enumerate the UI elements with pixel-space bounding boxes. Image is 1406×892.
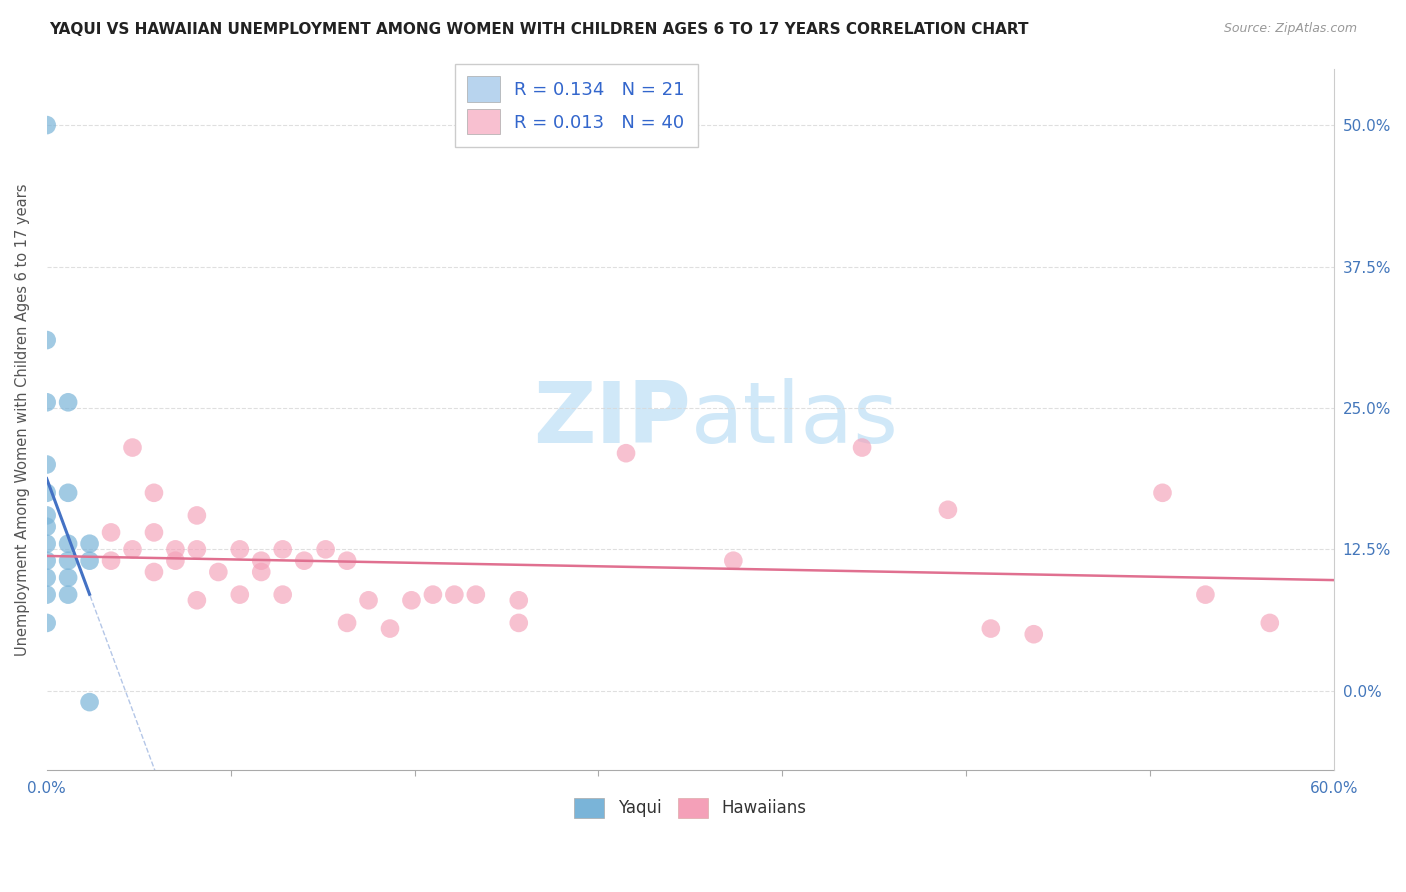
Point	[1152, 485, 1174, 500]
Point	[56, 554, 79, 568]
Point	[165, 542, 187, 557]
Point	[143, 485, 166, 500]
Point	[186, 508, 208, 523]
Point	[229, 542, 252, 557]
Point	[851, 441, 873, 455]
Point	[250, 565, 273, 579]
Text: ZIP: ZIP	[533, 377, 690, 461]
Point	[100, 525, 122, 540]
Point	[56, 537, 79, 551]
Text: YAQUI VS HAWAIIAN UNEMPLOYMENT AMONG WOMEN WITH CHILDREN AGES 6 TO 17 YEARS CORR: YAQUI VS HAWAIIAN UNEMPLOYMENT AMONG WOM…	[49, 22, 1029, 37]
Text: Source: ZipAtlas.com: Source: ZipAtlas.com	[1223, 22, 1357, 36]
Point	[723, 554, 745, 568]
Text: atlas: atlas	[690, 377, 898, 461]
Point	[336, 554, 359, 568]
Point	[56, 485, 79, 500]
Point	[1022, 627, 1045, 641]
Point	[35, 458, 58, 472]
Point	[35, 333, 58, 347]
Point	[165, 554, 187, 568]
Legend: Yaqui, Hawaiians: Yaqui, Hawaiians	[568, 791, 813, 825]
Point	[508, 615, 530, 630]
Point	[56, 571, 79, 585]
Point	[614, 446, 637, 460]
Point	[292, 554, 315, 568]
Point	[35, 485, 58, 500]
Point	[56, 395, 79, 409]
Point	[35, 118, 58, 132]
Point	[79, 695, 101, 709]
Point	[936, 502, 959, 516]
Point	[143, 525, 166, 540]
Point	[980, 622, 1002, 636]
Point	[357, 593, 380, 607]
Point	[207, 565, 229, 579]
Point	[121, 542, 143, 557]
Point	[443, 588, 465, 602]
Point	[1194, 588, 1216, 602]
Point	[250, 554, 273, 568]
Point	[315, 542, 337, 557]
Point	[401, 593, 423, 607]
Point	[186, 593, 208, 607]
Point	[378, 622, 401, 636]
Point	[79, 554, 101, 568]
Point	[35, 508, 58, 523]
Y-axis label: Unemployment Among Women with Children Ages 6 to 17 years: Unemployment Among Women with Children A…	[15, 183, 30, 656]
Point	[35, 520, 58, 534]
Point	[229, 588, 252, 602]
Point	[271, 588, 294, 602]
Point	[121, 441, 143, 455]
Point	[35, 537, 58, 551]
Point	[464, 588, 486, 602]
Point	[271, 542, 294, 557]
Point	[35, 588, 58, 602]
Point	[56, 588, 79, 602]
Point	[143, 565, 166, 579]
Point	[336, 615, 359, 630]
Point	[100, 554, 122, 568]
Point	[422, 588, 444, 602]
Point	[508, 593, 530, 607]
Point	[35, 395, 58, 409]
Point	[79, 537, 101, 551]
Point	[35, 554, 58, 568]
Point	[35, 571, 58, 585]
Point	[186, 542, 208, 557]
Point	[35, 615, 58, 630]
Point	[1258, 615, 1281, 630]
